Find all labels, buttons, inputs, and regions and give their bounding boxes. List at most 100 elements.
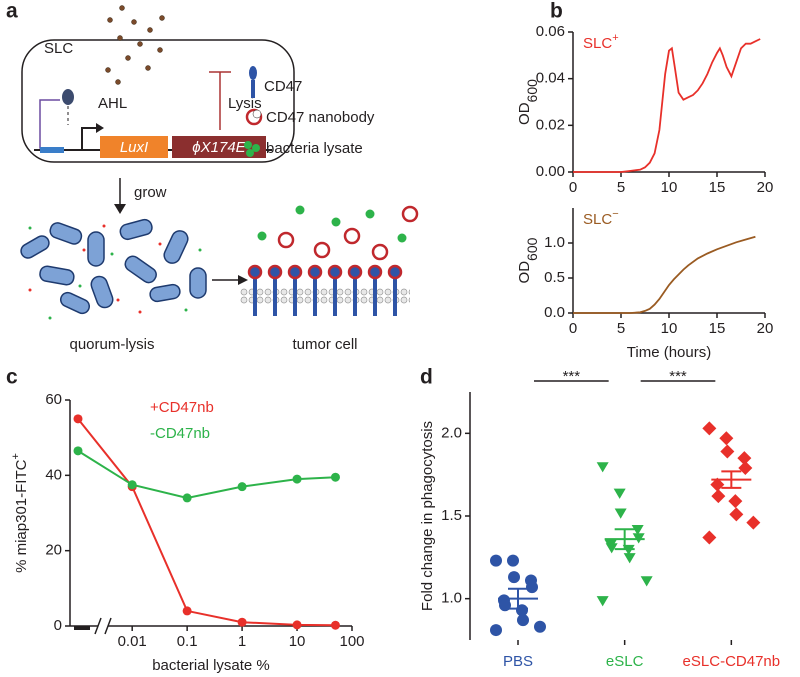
y-tick-label: 20 [45,542,62,559]
point [631,525,644,536]
diagram: SLC LuxI ϕX174E AHL Lysis CD47 CD47 nano… [20,5,419,353]
axis-break [104,617,112,635]
x-tick-label: 0 [569,320,577,337]
nanobody-icon [252,109,262,119]
x-tick-label: eSLC-CD47nb [683,653,781,670]
x-tick-label: 1 [238,633,246,650]
point [490,624,502,637]
text-part: 600 [524,79,540,103]
bacteria [20,218,207,315]
point [605,543,618,554]
lysate-dots [257,205,407,243]
text-part: + [612,32,618,44]
text-part: 600 [524,237,540,261]
x-tick-label: 10 [661,179,678,196]
point [292,620,302,630]
panel-label: d [420,366,433,389]
line [77,418,336,627]
point [507,554,519,567]
y-tick-label: 0.06 [536,23,565,40]
luxi-label: LuxI [120,139,148,156]
point [127,480,137,490]
annotation: SLC− [583,208,619,228]
point [720,444,735,459]
point [613,488,626,499]
y-tick-label: 2.0 [441,424,462,441]
x-tick-label: 20 [757,179,774,196]
point [729,507,744,522]
ahl-label: AHL [98,95,127,112]
y-tick-label: 0.5 [544,269,565,286]
point [526,581,538,594]
lysate-dots [28,224,202,320]
x-tick-label: 0 [569,179,577,196]
y-axis-label: OD600 [516,79,540,125]
point [330,472,340,482]
y-axis-label: Fold change in phagocytosis [419,421,436,611]
line [77,450,336,499]
text-part: Fold change in phagocytosis [419,421,436,611]
grow-label: grow [134,184,167,201]
point [534,620,546,633]
x-tick-label: 0.1 [177,633,198,650]
line [573,38,761,173]
luxi-gene [100,136,168,158]
point [73,446,83,456]
membrane [240,288,410,304]
x-tick-label: 5 [617,179,625,196]
annotation: SLC+ [583,32,619,52]
x-tick-label: PBS [503,653,533,670]
point [490,554,502,567]
point [719,431,734,446]
arrow-head [96,123,104,133]
significance-label: *** [563,368,581,385]
point [746,515,761,530]
text-part: SLC [583,35,612,52]
y-axis-label: % miap301-FITC+ [10,453,30,573]
x-tick-label: 5 [617,320,625,337]
y-tick-label: 1.0 [441,590,462,607]
x-tick-label: 20 [757,320,774,337]
arrow-head [114,204,126,214]
significance-label: *** [669,368,687,385]
point [710,477,725,492]
lysis-label: Lysis [228,95,262,112]
y-tick-label: 1.5 [441,507,462,524]
cell-outline [21,39,295,163]
legend-label: CD47 nanobody [266,109,375,126]
point [596,596,609,607]
y-tick-label: 40 [45,466,62,483]
y-tick-label: 60 [45,391,62,408]
caption: tumor cell [292,336,357,353]
point [640,576,653,587]
ahl-dots [105,5,165,85]
cd47-icon [249,66,257,80]
phix-label: ϕX174E [192,139,246,156]
receptor [62,89,74,105]
caption: quorum-lysis [69,336,154,353]
nanobodies [277,205,419,261]
point [737,451,752,466]
text-part: − [612,208,618,220]
point [702,530,717,545]
y-tick-label: 0.04 [536,70,565,87]
point [73,414,83,424]
y-tick-label: 1.0 [544,234,565,251]
y-axis-label: OD600 [516,237,540,283]
panel-label: c [6,366,18,389]
lysate-icon [244,141,260,157]
text-part: + [10,453,22,459]
tss-arrow [81,127,96,150]
point [738,461,753,476]
activation-arrow [39,99,60,149]
arrow-head [238,275,248,285]
panel-label: b [550,0,563,23]
legend-label: -CD47nb [150,425,210,442]
point [517,614,529,627]
x-tick-label: 100 [339,633,364,650]
point [182,606,192,616]
axis-break [94,617,102,635]
x-tick-label: 10 [661,320,678,337]
text-part: OD [516,102,533,125]
point [728,494,743,509]
